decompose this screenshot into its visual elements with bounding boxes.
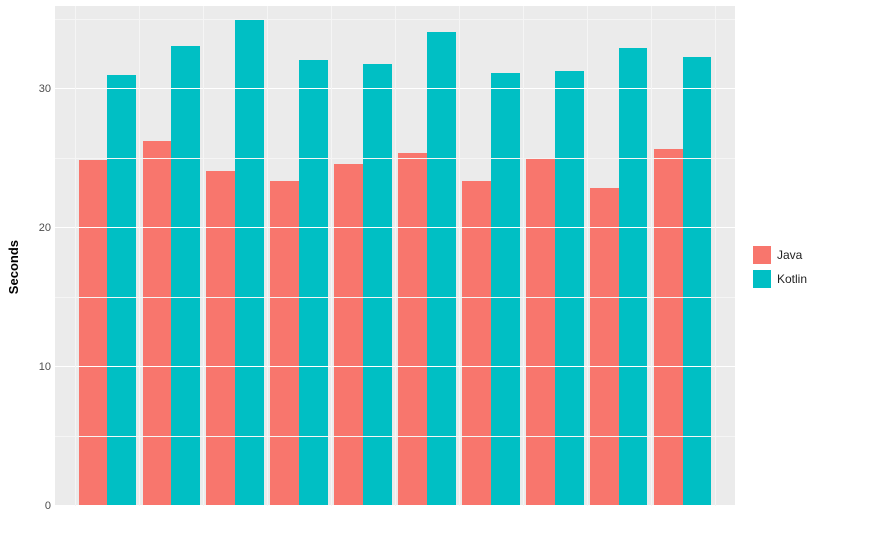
vgridline-minor [651,6,652,506]
bar [555,71,584,506]
bar [143,141,172,506]
vgridline-minor [331,6,332,506]
y-tick-label: 10 [39,361,51,373]
vgridline-minor [523,6,524,506]
bar [171,46,200,506]
bar [619,48,648,506]
bar [79,160,108,506]
y-tick-label: 0 [45,500,51,512]
y-tick-label: 20 [39,222,51,234]
vgridline-minor [459,6,460,506]
legend-swatch [753,246,771,264]
legend: Java Kotlin [735,246,807,288]
plot-column: 0 10 20 30 [27,0,735,534]
bar [334,164,363,506]
vgridline-minor [139,6,140,506]
legend-label: Kotlin [777,272,807,286]
bar [107,75,136,506]
bar [683,57,712,506]
bar [270,181,299,506]
vgridline-minor [75,6,76,506]
y-axis-label: Seconds [0,240,27,294]
legend-label: Java [777,248,802,262]
bar [299,60,328,506]
vgridline-minor [587,6,588,506]
bar [462,181,491,506]
y-axis-ticks: 0102030 [27,6,55,506]
vgridline-minor [203,6,204,506]
legend-item: Java [753,246,807,264]
legend-swatch [753,270,771,288]
bar [526,159,555,506]
vgridline-minor [267,6,268,506]
legend-item: Kotlin [753,270,807,288]
bar [363,64,392,506]
bar [398,153,427,506]
plot-row: 0 10 20 30 [27,0,735,534]
bar [206,171,235,506]
vgridline-minor [715,6,716,506]
bar [427,32,456,506]
bar [590,188,619,506]
y-tick-label: 30 [39,83,51,95]
bar [491,73,520,506]
vgridline-minor [395,6,396,506]
bar [235,19,264,507]
bar [654,149,683,506]
plot-area [55,6,735,506]
chart-container: Seconds 0 10 20 30 Java Kotlin [0,0,877,534]
